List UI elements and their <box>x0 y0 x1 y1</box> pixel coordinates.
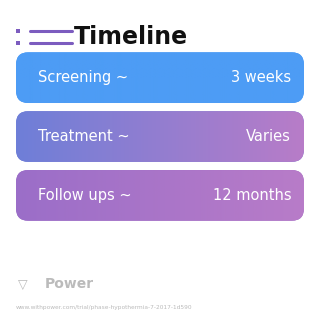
Text: 3 weeks: 3 weeks <box>231 70 291 85</box>
Text: Varies: Varies <box>246 129 291 144</box>
Text: 12 months: 12 months <box>212 188 291 203</box>
FancyBboxPatch shape <box>16 170 304 221</box>
Text: Screening ~: Screening ~ <box>38 70 129 85</box>
Text: Follow ups ~: Follow ups ~ <box>38 188 132 203</box>
Text: Timeline: Timeline <box>74 25 188 49</box>
Text: Treatment ~: Treatment ~ <box>38 129 130 144</box>
FancyBboxPatch shape <box>16 52 304 103</box>
FancyBboxPatch shape <box>16 111 304 162</box>
Text: ▽: ▽ <box>18 278 27 291</box>
Text: www.withpower.com/trial/phase-hypothermia-7-2017-1d590: www.withpower.com/trial/phase-hypothermi… <box>16 305 193 310</box>
Text: Power: Power <box>45 278 94 291</box>
